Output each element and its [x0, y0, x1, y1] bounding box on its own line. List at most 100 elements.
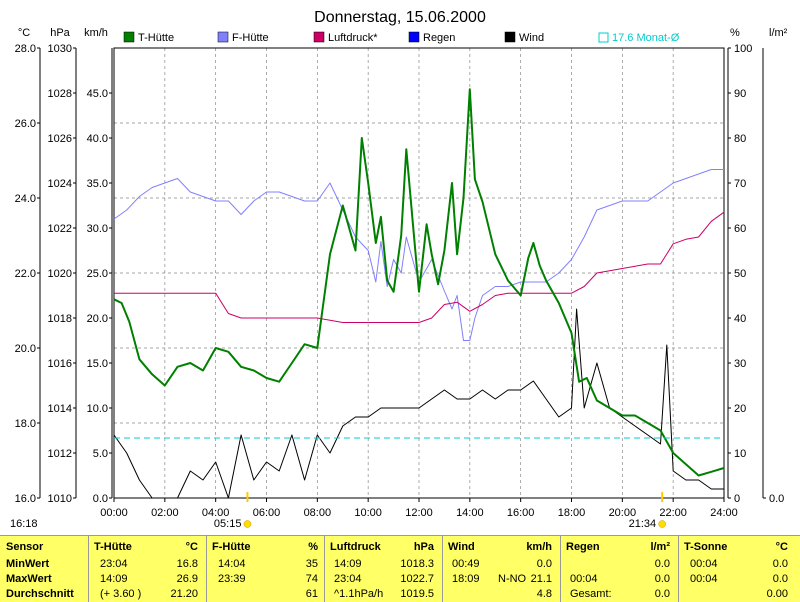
sun-time-label: 21:34	[629, 518, 657, 530]
legend-label: F-Hütte	[232, 32, 269, 44]
table-header-unit: hPa	[413, 541, 434, 553]
series-line-wind	[113, 308, 724, 499]
left-axis-tick-label: 1014	[48, 403, 72, 415]
table-column-separator	[206, 536, 207, 602]
table-cell-time: 00:04	[690, 573, 718, 585]
sun-icon	[658, 520, 666, 528]
left-axis-tick-label: 28.0	[15, 43, 36, 55]
left-axis-tick-label: 0.0	[93, 493, 108, 505]
table-cell-value: 35	[305, 558, 318, 570]
legend-swatch	[408, 31, 420, 43]
table-header-sensor: Sensor	[6, 541, 44, 553]
table-column-separator	[678, 536, 679, 602]
right-axis-tick-label: 60	[734, 223, 746, 235]
right-axis-unit: l/m²	[769, 27, 788, 39]
table-header: Wind	[448, 541, 475, 553]
legend-label: T-Hütte	[138, 32, 174, 44]
table-cell-value: 0.0	[772, 558, 788, 570]
right-axis-tick-label: 40	[734, 313, 746, 325]
left-axis-tick-label: 1024	[48, 178, 72, 190]
right-axis-tick-label: 30	[734, 358, 746, 370]
left-axis-tick-label: 22.0	[15, 268, 36, 280]
table-cell-time: 23:39	[218, 573, 246, 585]
left-axis-tick-label: 16.0	[15, 493, 36, 505]
legend-label: Luftdruck*	[328, 32, 378, 44]
table-header-unit: l/m²	[650, 541, 670, 553]
table-header-unit: km/h	[526, 541, 552, 553]
right-axis-unit: %	[730, 27, 740, 39]
legend: T-Hütte F-Hütte Luftdruck* Regen Wind 17.6 Mo…	[123, 31, 680, 44]
x-axis-tick-label: 04:00	[202, 507, 230, 519]
left-axis-tick-label: 20.0	[87, 313, 108, 325]
left-axis-tick-label: 25.0	[87, 268, 108, 280]
table-cell-time: 14:09	[334, 558, 362, 570]
table-cell-time: 00:04	[570, 573, 598, 585]
chart-title: Donnerstag, 15.06.2000	[314, 9, 486, 26]
table-cell-value: 0.0	[654, 588, 670, 600]
right-axis-tick-label: 80	[734, 133, 746, 145]
table-header-unit: %	[308, 541, 318, 553]
table-header-unit: °C	[185, 541, 198, 553]
left-axis-tick-label: 24.0	[15, 193, 36, 205]
x-axis-tick-label: 06:00	[253, 507, 281, 519]
left-axis-tick-label: 5.0	[93, 448, 108, 460]
left-axis-unit: °C	[18, 27, 30, 39]
series-line-thtte	[113, 88, 725, 477]
right-axis-tick-label: 70	[734, 178, 746, 190]
left-axis-tick-label: 1016	[48, 358, 72, 370]
legend-swatch	[313, 31, 325, 43]
left-axis-tick-label: 1030	[48, 43, 72, 55]
table-cell-time: 14:09	[100, 573, 128, 585]
x-axis-tick-label: 14:00	[456, 507, 484, 519]
table-row-label: MinWert	[6, 558, 50, 570]
x-axis-tick-label: 24:00	[710, 507, 738, 519]
weather-chart: Donnerstag, 15.06.2000 16.0 18.0 20.0 22.0 2…	[10, 9, 788, 530]
table-cell-value: 74	[305, 573, 318, 585]
left-axis-tick-label: 35.0	[87, 178, 108, 190]
table-cell-value: 1022.7	[400, 573, 434, 585]
x-axis-tick-label: 10:00	[354, 507, 382, 519]
table-cell-value: 0.0	[654, 573, 670, 585]
left-axis-tick-label: 1012	[48, 448, 72, 460]
table-cell-time: (+ 3.60 )	[100, 588, 142, 600]
left-axis-tick-label: 1028	[48, 88, 72, 100]
table-row-label: MaxWert	[6, 573, 52, 585]
table-header: Luftdruck	[330, 541, 381, 553]
x-axis-tick-label: 16:00	[507, 507, 535, 519]
table-header: T-Hütte	[94, 541, 132, 553]
x-axis-tick-label: 02:00	[151, 507, 179, 519]
left-axis-tick-label: 40.0	[87, 133, 108, 145]
table-cell-value: 21.1	[530, 573, 552, 585]
table-cell-value: 0.00	[766, 588, 788, 600]
left-axis-tick-label: 18.0	[15, 418, 36, 430]
legend-label: Regen	[423, 32, 455, 44]
table-cell-time: 00:49	[452, 558, 480, 570]
table-cell-time: 23:04	[334, 573, 362, 585]
legend-label: Wind	[519, 32, 544, 44]
left-axis-unit: hPa	[50, 27, 70, 39]
left-axis-tick-label: 1010	[48, 493, 72, 505]
table-column-separator	[324, 536, 325, 602]
right-axis-tick-label: 90	[734, 88, 746, 100]
grid	[114, 48, 724, 498]
table-header: F-Hütte	[212, 541, 251, 553]
left-axis-unit: km/h	[84, 27, 108, 39]
right-axis-tick-label: 0.0	[769, 493, 784, 505]
left-axis-tick-label: 15.0	[87, 358, 108, 370]
x-axis-tick-label: 12:00	[405, 507, 433, 519]
left-axis-tick-label: 26.0	[15, 118, 36, 130]
table-cell-time: 18:09	[452, 573, 480, 585]
chart-annotations: 05:15 21:34 16:18	[10, 437, 724, 530]
table-cell-time: ^1.1hPa/h	[334, 588, 384, 600]
table-cell-value: 4.8	[536, 588, 552, 600]
table-cell-time: 14:04	[218, 558, 246, 570]
series-line-fhtte	[113, 169, 724, 341]
legend-swatch	[217, 31, 229, 43]
current-time-label: 16:18	[10, 518, 38, 530]
table-cell-value: 0.0	[772, 573, 788, 585]
x-axis-tick-label: 22:00	[659, 507, 687, 519]
right-axis-tick-label: 0	[734, 493, 740, 505]
table-cell-value: 26.9	[176, 573, 198, 585]
right-axis-tick-label: 50	[734, 268, 746, 280]
x-axis-tick-label: 00:00	[100, 507, 128, 519]
